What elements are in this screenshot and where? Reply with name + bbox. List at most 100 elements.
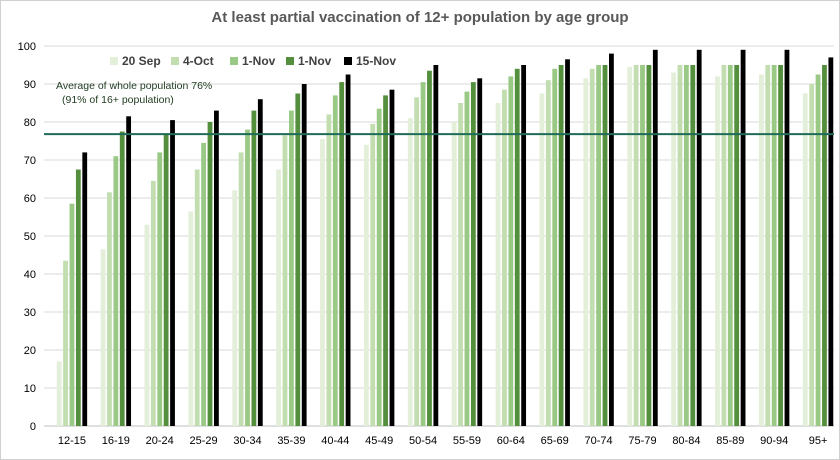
x-tick-label: 20-24 bbox=[146, 435, 174, 447]
bar bbox=[245, 129, 250, 426]
average-label-line1: Average of whole population 76% bbox=[56, 80, 212, 92]
bar bbox=[508, 76, 514, 427]
bar bbox=[539, 93, 545, 426]
bar bbox=[627, 66, 633, 427]
bar bbox=[389, 89, 395, 426]
x-tick-label: 45-49 bbox=[365, 435, 393, 447]
legend-label: 20 Sep bbox=[122, 54, 161, 68]
bar bbox=[326, 114, 332, 427]
y-tick-label: 30 bbox=[24, 307, 36, 319]
bar bbox=[100, 249, 106, 426]
bar bbox=[583, 78, 589, 427]
bar bbox=[464, 91, 470, 426]
bar bbox=[126, 116, 132, 427]
bar bbox=[282, 135, 288, 427]
bar bbox=[257, 99, 263, 426]
bar bbox=[383, 95, 388, 427]
x-tick-label: 95+ bbox=[809, 435, 828, 447]
bar bbox=[320, 139, 325, 426]
x-tick-label: 25-29 bbox=[190, 435, 218, 447]
bar bbox=[602, 65, 608, 426]
bar bbox=[188, 211, 194, 426]
bar bbox=[276, 169, 281, 426]
x-tick-label: 12-15 bbox=[58, 435, 86, 447]
bars bbox=[56, 49, 834, 427]
bar bbox=[150, 180, 156, 426]
legend-label: 15-Nov bbox=[356, 54, 396, 68]
x-tick-label: 55-59 bbox=[453, 435, 481, 447]
bar bbox=[727, 65, 733, 426]
x-tick-label: 16-19 bbox=[102, 435, 130, 447]
bar bbox=[113, 156, 119, 426]
average-label-line2: (91% of 16+ population) bbox=[62, 94, 174, 106]
bar bbox=[170, 120, 175, 426]
bar bbox=[163, 133, 169, 426]
legend-label: 1-Nov bbox=[298, 54, 332, 68]
bar bbox=[339, 82, 345, 426]
bar bbox=[740, 49, 746, 427]
y-tick-label: 60 bbox=[24, 193, 36, 205]
bar bbox=[69, 203, 75, 426]
bar bbox=[514, 68, 520, 427]
bar bbox=[633, 65, 639, 426]
y-tick-label: 40 bbox=[24, 269, 36, 281]
bar bbox=[596, 65, 602, 426]
x-tick-label: 40-44 bbox=[321, 435, 349, 447]
bar bbox=[376, 108, 382, 426]
bar bbox=[828, 57, 834, 427]
y-tick-label: 100 bbox=[18, 41, 36, 53]
bar bbox=[715, 76, 720, 427]
chart-title: At least partial vaccination of 12+ popu… bbox=[211, 9, 628, 26]
bar bbox=[721, 65, 727, 426]
bar bbox=[63, 260, 68, 426]
bar bbox=[433, 65, 439, 426]
x-tick-label: 30-34 bbox=[233, 435, 261, 447]
bar bbox=[809, 84, 815, 426]
y-tick-label: 10 bbox=[24, 383, 36, 395]
bar bbox=[778, 65, 783, 426]
bar bbox=[251, 110, 257, 426]
bar bbox=[758, 74, 764, 426]
bar bbox=[502, 89, 507, 426]
legend: 20 Sep 4-Oct 1-Nov 1-Nov 15-Nov bbox=[110, 54, 396, 68]
y-tick-label: 80 bbox=[24, 117, 36, 129]
bar bbox=[119, 131, 125, 426]
legend-swatch bbox=[344, 57, 352, 65]
bar bbox=[427, 70, 432, 426]
x-tick-label: 50-54 bbox=[409, 435, 437, 447]
y-tick-label: 90 bbox=[24, 79, 36, 91]
gridlines bbox=[44, 45, 834, 427]
bar bbox=[301, 84, 307, 426]
bar bbox=[238, 152, 244, 426]
bar bbox=[345, 74, 351, 426]
y-tick-label: 70 bbox=[24, 155, 36, 167]
bar bbox=[420, 82, 426, 426]
y-axis-ticks: 0 10 20 30 40 50 60 70 80 90 100 bbox=[18, 41, 36, 433]
bar bbox=[815, 74, 821, 426]
bar bbox=[288, 110, 294, 426]
bar bbox=[207, 122, 213, 426]
bar bbox=[640, 65, 645, 426]
bar bbox=[451, 122, 457, 426]
x-tick-label: 70-74 bbox=[585, 435, 613, 447]
bar bbox=[232, 190, 238, 426]
bar bbox=[784, 49, 790, 427]
x-axis-ticks: 12-15 16-19 20-24 25-29 30-34 35-39 40-44 45-49… bbox=[58, 435, 828, 447]
y-tick-label: 0 bbox=[30, 421, 36, 433]
bar bbox=[589, 68, 595, 427]
bar bbox=[75, 169, 81, 426]
y-tick-label: 20 bbox=[24, 345, 36, 357]
y-tick-label: 50 bbox=[24, 231, 36, 243]
bar bbox=[332, 95, 338, 427]
bar bbox=[734, 65, 740, 426]
bar bbox=[646, 65, 652, 426]
bar bbox=[495, 103, 501, 426]
bar bbox=[370, 123, 376, 427]
bar bbox=[521, 65, 527, 426]
bar bbox=[157, 152, 163, 426]
bar bbox=[683, 65, 689, 426]
bar bbox=[363, 144, 369, 427]
bar bbox=[407, 118, 413, 426]
x-tick-label: 35-39 bbox=[277, 435, 305, 447]
